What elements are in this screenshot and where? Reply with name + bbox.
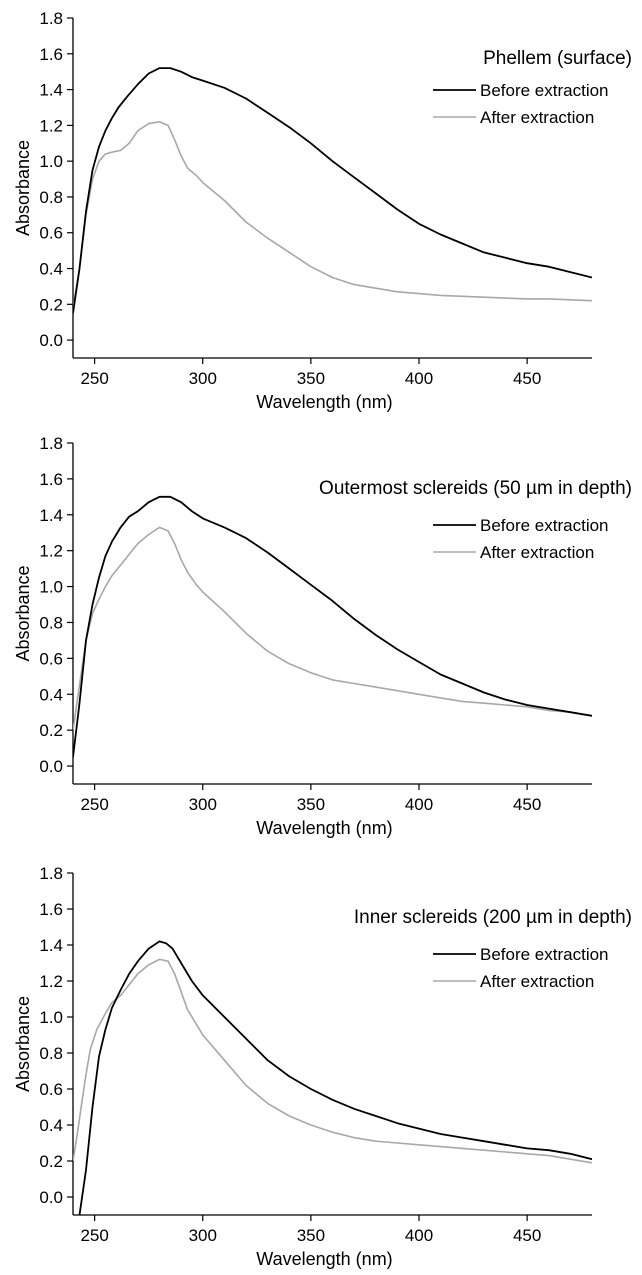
y-axis-title: Absorbance [13,996,33,1092]
series-line-before-extraction [78,940,592,1215]
x-axis-title: Wavelength (nm) [256,818,392,838]
y-tick-label: 1.8 [39,864,63,883]
panel-title: Inner sclereids (200 µm in depth) [354,907,632,928]
y-tick-label: 0.8 [39,613,63,632]
panel-title: Phellem (surface) [483,48,632,69]
series-line-before-extraction [73,67,592,314]
x-tick-label: 400 [405,1226,433,1245]
x-tick-label: 300 [189,1226,217,1245]
legend-label: After extraction [480,108,594,127]
series-line-before-extraction [73,495,592,758]
y-tick-label: 0.8 [39,1044,63,1063]
y-axis-title: Absorbance [13,140,33,236]
legend-label: Before extraction [480,945,609,964]
y-tick-label: 1.0 [39,578,63,597]
x-tick-label: 450 [513,1226,541,1245]
y-tick-label: 0.0 [39,757,63,776]
y-tick-label: 1.6 [39,900,63,919]
y-tick-label: 1.2 [39,972,63,991]
y-tick-label: 1.4 [39,506,63,525]
x-tick-label: 300 [189,795,217,814]
x-axis-title: Wavelength (nm) [256,1249,392,1269]
y-tick-label: 0.2 [39,1152,63,1171]
legend-label: After extraction [480,972,594,991]
panel-title: Outermost sclereids (50 µm in depth) [319,478,632,499]
legend-label: After extraction [480,543,594,562]
y-tick-label: 1.0 [39,152,63,171]
x-tick-label: 350 [297,795,325,814]
series-line-after-extraction [73,526,592,731]
x-tick-label: 250 [80,1226,108,1245]
y-tick-label: 0.0 [39,331,63,350]
series-line-after-extraction [73,121,592,309]
y-tick-label: 1.8 [39,9,63,28]
y-tick-label: 1.4 [39,936,63,955]
x-tick-label: 400 [405,369,433,388]
y-tick-label: 1.6 [39,470,63,489]
y-tick-label: 1.4 [39,81,63,100]
x-tick-label: 450 [513,369,541,388]
y-tick-label: 0.6 [39,224,63,243]
y-tick-label: 0.2 [39,721,63,740]
chart-panel-3: 0.0 0.2 0.4 0.6 0.8 1.0 1.2 1.4 1.6 1.8 250 300 350 4… [13,864,632,1269]
y-tick-label: 1.0 [39,1008,63,1027]
x-tick-label: 250 [80,795,108,814]
y-tick-label: 0.2 [39,295,63,314]
y-axis-title: Absorbance [13,565,33,661]
y-tick-label: 0.4 [39,1116,63,1135]
x-axis-title: Wavelength (nm) [256,392,392,412]
legend-label: Before extraction [480,516,609,535]
y-tick-label: 0.6 [39,1080,63,1099]
y-tick-label: 0.4 [39,685,63,704]
y-tick-label: 1.8 [39,434,63,453]
y-tick-label: 1.2 [39,542,63,561]
y-tick-label: 0.8 [39,188,63,207]
x-tick-label: 350 [297,369,325,388]
series-line-after-extraction [73,958,592,1164]
chart-panel-1: 0.0 0.2 0.4 0.6 0.8 1.0 1.2 1.4 1.6 1.8 250 300 350 4… [13,9,632,412]
x-tick-label: 350 [297,1226,325,1245]
y-tick-label: 0.4 [39,260,63,279]
x-tick-label: 250 [80,369,108,388]
y-tick-label: 1.2 [39,116,63,135]
x-tick-label: 400 [405,795,433,814]
x-tick-label: 450 [513,795,541,814]
y-tick-label: 1.6 [39,45,63,64]
x-tick-label: 300 [189,369,217,388]
chart-panel-2: 0.0 0.2 0.4 0.6 0.8 1.0 1.2 1.4 1.6 1.8 250 300 350 4… [13,434,632,838]
y-tick-label: 0.0 [39,1188,63,1207]
legend-label: Before extraction [480,81,609,100]
y-tick-label: 0.6 [39,649,63,668]
